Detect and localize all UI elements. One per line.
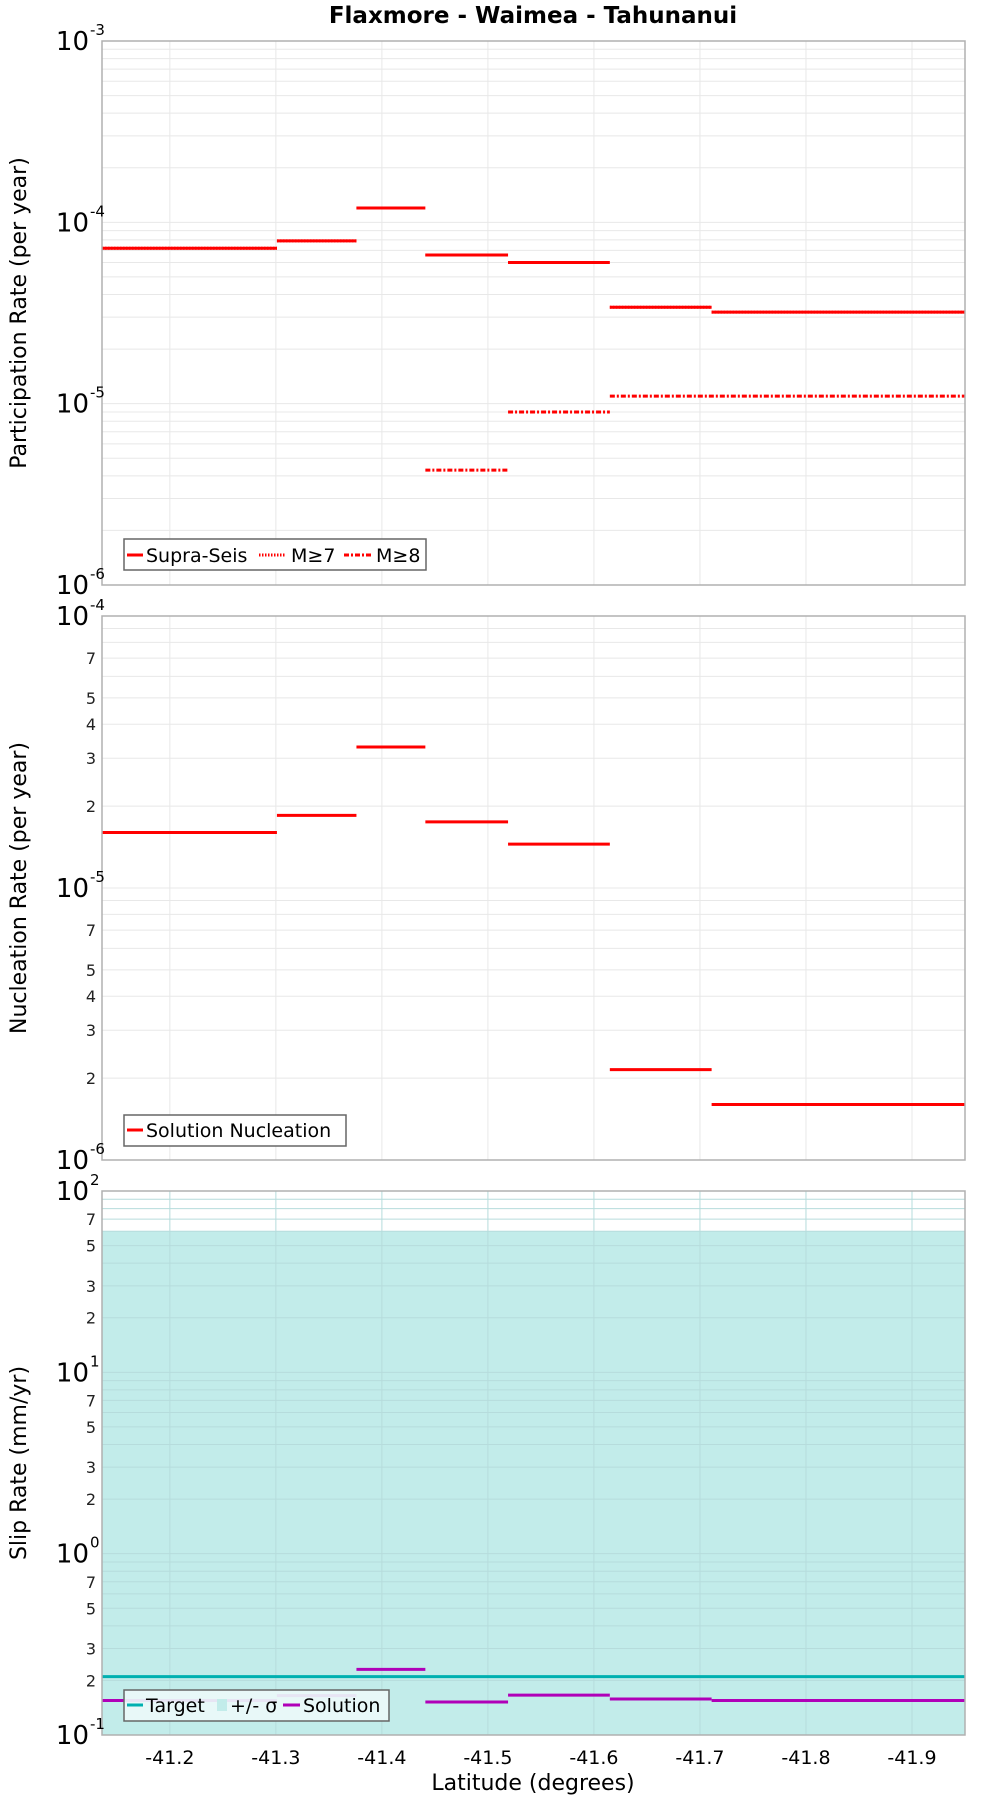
y-tick-label: 10 [56, 390, 89, 420]
nucleation-legend: Solution Nucleation [123, 1114, 347, 1147]
y-minor-tick-label: 5 [86, 1237, 96, 1256]
legend-box [123, 1114, 347, 1147]
y-minor-tick-label: 2 [86, 1671, 96, 1690]
x-axis-label: Latitude (degrees) [431, 1771, 634, 1796]
y-minor-tick-label: 3 [86, 749, 96, 768]
nucleation-plot-frame [101, 615, 966, 1161]
y-minor-tick-label: 2 [86, 1309, 96, 1328]
y-minor-tick-label: 3 [86, 1639, 96, 1658]
y-minor-tick-label: 4 [86, 987, 96, 1006]
legend-solution: Solution [303, 1695, 380, 1717]
slip-y-label: Slip Rate (mm/yr) [7, 1366, 32, 1560]
legend-target: Target [145, 1695, 205, 1717]
y-minor-tick-label: 5 [86, 1418, 96, 1437]
x-tick-label: -41.8 [781, 1747, 830, 1769]
y-tick-exponent: -5 [90, 384, 105, 402]
y-minor-tick-label: 2 [86, 1069, 96, 1088]
x-tick-label: -41.4 [357, 1747, 406, 1769]
y-minor-tick-label: 2 [86, 797, 96, 816]
y-minor-tick-label: 5 [86, 1599, 96, 1618]
y-minor-tick-label: 3 [86, 1277, 96, 1296]
y-tick-label: 10 [56, 27, 89, 57]
x-tick-label: -41.9 [887, 1747, 936, 1769]
y-minor-tick-label: 3 [86, 1021, 96, 1040]
legend-m7: M≥7 [291, 545, 335, 567]
participation-grid [102, 41, 965, 586]
slip-legend: Target +/- σ Solution [123, 1689, 390, 1722]
y-tick-exponent: 0 [90, 1534, 100, 1552]
y-minor-tick-label: 7 [86, 921, 96, 940]
legend-solution-nucleation: Solution Nucleation [146, 1120, 331, 1142]
y-tick-label: 10 [56, 1146, 89, 1176]
y-minor-tick-label: 7 [86, 1573, 96, 1592]
x-axis-ticks: -41.2 -41.3 -41.4 -41.5 -41.6 -41.7 -41.8 -41.9 [145, 1747, 936, 1769]
y-tick-exponent: -6 [90, 1140, 105, 1158]
sigma-band-fill [102, 1231, 965, 1735]
x-tick-label: -41.5 [463, 1747, 512, 1769]
y-tick-exponent: 2 [90, 1171, 100, 1189]
y-tick-exponent: 1 [90, 1352, 100, 1370]
y-tick-exponent: -4 [90, 596, 105, 614]
slip-grid [102, 1191, 965, 1736]
y-tick-label: 10 [56, 1540, 89, 1570]
legend-m8: M≥8 [376, 545, 420, 567]
sigma-legend-swatch [217, 1699, 227, 1711]
y-minor-tick-label: 5 [86, 689, 96, 708]
y-tick-label: 10 [56, 602, 89, 632]
participation-y-ticks: 10-310-410-510-6 [56, 21, 105, 601]
y-minor-tick-label: 7 [86, 1391, 96, 1410]
nucleation-y-label: Nucleation Rate (per year) [7, 742, 32, 1034]
legend-sigma: +/- σ [230, 1695, 277, 1717]
legend-box [123, 1689, 390, 1722]
participation-y-label: Participation Rate (per year) [7, 157, 32, 469]
participation-rate-panel: 10-310-410-510-6 Participation Rate (per… [7, 21, 966, 601]
x-tick-label: -41.2 [145, 1747, 194, 1769]
y-minor-tick-label: 3 [86, 1458, 96, 1477]
participation-legend: Supra-Seis M≥7 M≥8 [123, 538, 427, 571]
y-minor-tick-label: 5 [86, 961, 96, 980]
y-tick-exponent: -1 [90, 1715, 105, 1733]
x-tick-label: -41.3 [251, 1747, 300, 1769]
participation-series [102, 206, 965, 472]
y-minor-tick-label: 7 [86, 1210, 96, 1229]
y-tick-exponent: -4 [90, 202, 105, 220]
sigma-band [102, 1231, 965, 1735]
legend-supra-seis: Supra-Seis [146, 545, 247, 567]
nucleation-series [102, 745, 965, 1106]
y-tick-exponent: -3 [90, 21, 105, 39]
nucleation-grid [102, 616, 965, 1161]
y-tick-label: 10 [56, 208, 89, 238]
y-tick-label: 10 [56, 1177, 89, 1207]
y-tick-label: 10 [56, 1358, 89, 1388]
y-minor-tick-label: 2 [86, 1490, 96, 1509]
x-tick-label: -41.6 [569, 1747, 618, 1769]
y-tick-exponent: -6 [90, 565, 105, 583]
chart-title: Flaxmore - Waimea - Tahunanui [329, 3, 737, 29]
x-tick-label: -41.7 [675, 1747, 724, 1769]
slip-plot-frame [101, 1190, 966, 1736]
y-tick-label: 10 [56, 874, 89, 904]
y-minor-tick-label: 4 [86, 715, 96, 734]
participation-plot-frame [101, 40, 966, 586]
y-tick-label: 10 [56, 1721, 89, 1751]
y-minor-tick-label: 7 [86, 649, 96, 668]
y-tick-exponent: -5 [90, 868, 105, 886]
y-tick-label: 10 [56, 571, 89, 601]
